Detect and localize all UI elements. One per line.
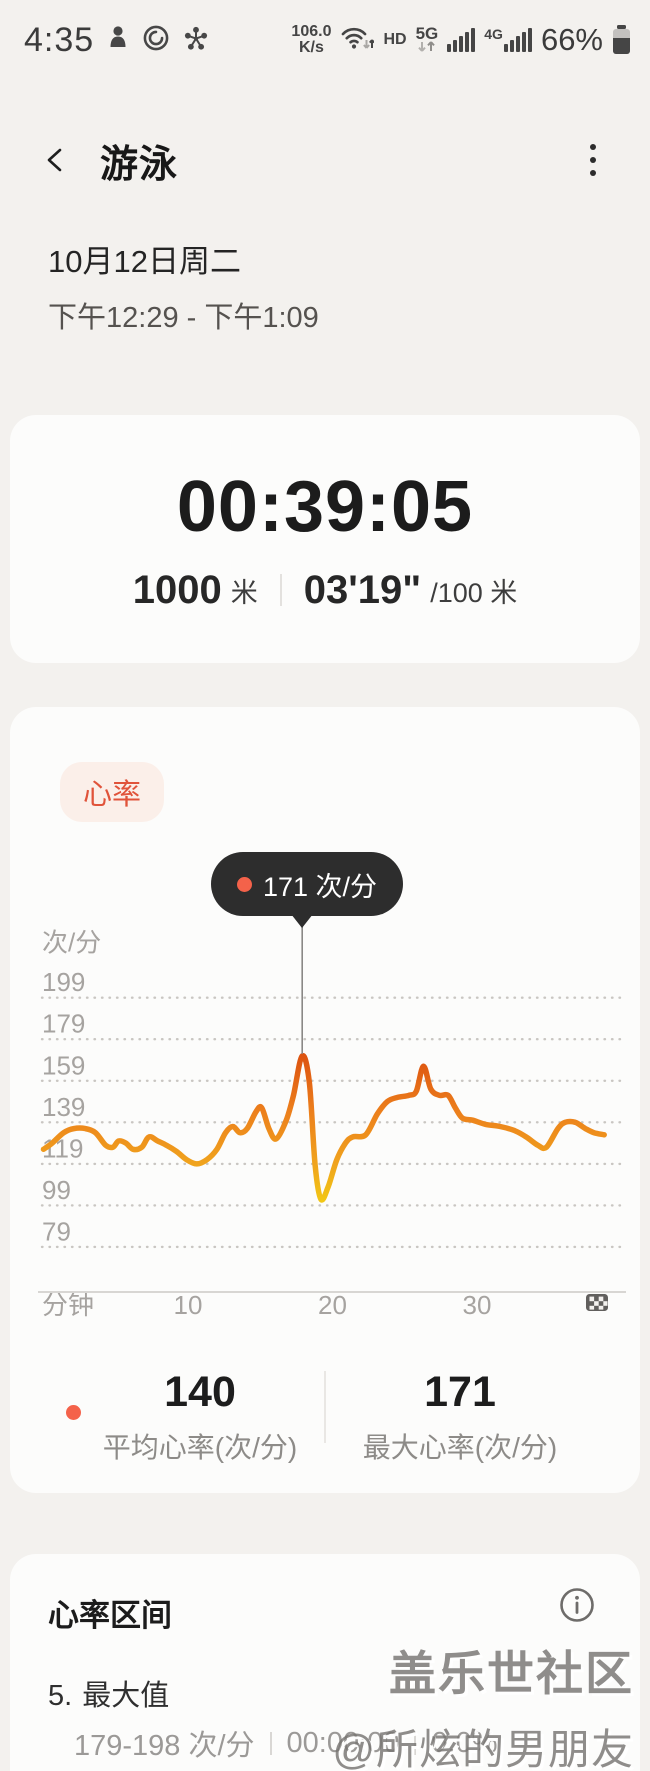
zone-name-text: 最大值 xyxy=(82,1680,170,1712)
status-bar-left: 4:35 xyxy=(24,21,210,60)
svg-text:199: 199 xyxy=(42,967,85,997)
session-time-range: 下午12:29 - 下午1:09 xyxy=(48,302,319,334)
zones-title: 心率区间 xyxy=(48,1598,172,1633)
distance-value: 1000 xyxy=(132,567,222,612)
tooltip-pointer xyxy=(291,914,313,928)
summary-metrics: 1000 米 03'19" /100 米 xyxy=(133,568,518,613)
5g-indicator: 5G xyxy=(416,25,438,54)
svg-text:分钟: 分钟 xyxy=(42,1290,94,1320)
session-info: 10月12日周二 下午12:29 - 下午1:09 xyxy=(48,236,319,336)
tooltip-value: 171 次/分 xyxy=(263,871,378,902)
zone-item-detail: 179-198 次/分 00:00:00 0.0% xyxy=(74,1722,498,1764)
zone-range: 179-198 次/分 xyxy=(74,1730,255,1762)
net-speed-unit: K/s xyxy=(298,39,324,56)
network-speed: 106.0 K/s xyxy=(291,24,331,56)
zone-divider xyxy=(269,1731,272,1755)
svg-text:179: 179 xyxy=(42,1009,85,1039)
battery-percent: 66% xyxy=(540,22,603,57)
heart-rate-zones-card: 心率区间 5. 最大值 179-198 次/分 00:00:00 0.0% xyxy=(10,1554,640,1771)
svg-text:20: 20 xyxy=(318,1290,347,1320)
heart-rate-badge: 心率 xyxy=(60,762,164,822)
chart-tooltip: 171 次/分 xyxy=(211,852,404,916)
svg-text:10: 10 xyxy=(174,1290,203,1320)
app-header: 游泳 xyxy=(0,120,650,200)
zone-index: 5. xyxy=(48,1680,73,1712)
zone-duration: 00:00:00 xyxy=(286,1726,400,1759)
max-heart-rate-stat: 171 最大心率(次/分) xyxy=(342,1368,578,1466)
back-button[interactable] xyxy=(36,140,76,180)
chevron-left-icon xyxy=(47,148,62,172)
4g-signal: 4G xyxy=(484,26,532,52)
distance-unit: 米 xyxy=(230,577,258,608)
wifi-icon xyxy=(340,24,376,56)
avg-heart-rate-value: 140 xyxy=(164,1368,236,1416)
svg-text:次/分: 次/分 xyxy=(42,928,101,958)
music-circle-icon xyxy=(142,24,170,57)
stats-divider xyxy=(324,1371,326,1443)
pace-value: 03'19" xyxy=(303,567,422,612)
more-options-button[interactable] xyxy=(584,138,602,182)
zone-item-name: 5. 最大值 xyxy=(48,1672,169,1714)
metric-divider xyxy=(279,574,282,606)
molecule-notification-icon xyxy=(182,24,210,57)
finish-flag-icon xyxy=(586,1294,608,1311)
page-title: 游泳 xyxy=(100,143,179,186)
max-heart-rate-label: 最大心率(次/分) xyxy=(362,1432,558,1463)
status-bar-right: 106.0 K/s HD 5G xyxy=(291,22,630,58)
zone-divider xyxy=(414,1731,417,1755)
svg-text:79: 79 xyxy=(42,1216,71,1246)
avg-heart-rate-dot-icon xyxy=(66,1405,81,1420)
signal-bars-4g-icon xyxy=(503,28,532,52)
hd-indicator: HD xyxy=(383,31,407,48)
info-button[interactable] xyxy=(558,1586,596,1629)
battery-icon xyxy=(613,25,630,54)
pace-unit: /100 米 xyxy=(430,577,518,608)
heart-rate-dot-icon xyxy=(237,876,252,892)
heart-rate-line xyxy=(40,1052,607,1203)
session-date: 10月12日周二 xyxy=(48,244,241,279)
net-speed-value: 106.0 xyxy=(291,23,332,40)
clock-time: 4:35 xyxy=(24,20,95,59)
updown-arrows-icon xyxy=(418,40,435,52)
svg-text:159: 159 xyxy=(42,1050,85,1080)
avg-heart-rate-stat: 140 平均心率(次/分) xyxy=(82,1368,318,1466)
max-heart-rate-value: 171 xyxy=(424,1368,496,1416)
person-notification-icon xyxy=(106,24,130,57)
chart-gridlines xyxy=(40,996,624,1249)
svg-text:139: 139 xyxy=(42,1092,85,1122)
svg-text:99: 99 xyxy=(42,1175,71,1205)
svg-text:30: 30 xyxy=(463,1290,492,1320)
summary-card: 00:39:05 1000 米 03'19" /100 米 xyxy=(10,415,640,663)
workout-duration: 00:39:05 xyxy=(176,466,474,547)
heart-rate-card: 心率 171 次/分 199 179 159 139 119 99 79 次/分 分钟 10 20 3… xyxy=(10,707,640,1493)
status-bar: 4:35 106.0 K/s xyxy=(0,10,650,70)
zone-percent: 0.0% xyxy=(431,1726,498,1759)
avg-heart-rate-label: 平均心率(次/分) xyxy=(102,1432,298,1463)
info-icon xyxy=(560,1588,594,1622)
signal-bars-5g-icon xyxy=(447,28,476,52)
